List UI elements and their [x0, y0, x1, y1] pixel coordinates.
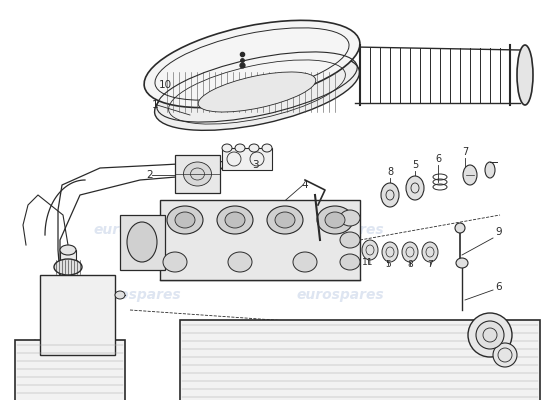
Ellipse shape — [222, 144, 232, 152]
Text: 6: 6 — [495, 282, 502, 292]
Ellipse shape — [293, 252, 317, 272]
Bar — [15, 340, 125, 400]
Text: 5: 5 — [385, 260, 391, 269]
Text: 7: 7 — [427, 260, 433, 269]
Ellipse shape — [455, 223, 465, 233]
Bar — [120, 215, 165, 270]
Ellipse shape — [463, 165, 477, 185]
Ellipse shape — [362, 240, 378, 260]
Ellipse shape — [493, 343, 517, 367]
Ellipse shape — [340, 210, 360, 226]
Ellipse shape — [167, 206, 203, 234]
Text: 6: 6 — [435, 154, 441, 164]
Ellipse shape — [340, 232, 360, 248]
Ellipse shape — [325, 212, 345, 228]
Bar — [180, 320, 540, 400]
Ellipse shape — [402, 242, 418, 262]
Ellipse shape — [468, 313, 512, 357]
Ellipse shape — [217, 206, 253, 234]
Ellipse shape — [198, 72, 316, 112]
Text: eurospares: eurospares — [296, 223, 384, 237]
Ellipse shape — [317, 206, 353, 234]
Text: 5: 5 — [412, 160, 418, 170]
Ellipse shape — [175, 212, 195, 228]
Bar — [222, 148, 272, 170]
Ellipse shape — [422, 242, 438, 262]
Text: 10: 10 — [158, 80, 172, 90]
Ellipse shape — [127, 222, 157, 262]
Text: 11: 11 — [362, 258, 374, 267]
Ellipse shape — [406, 176, 424, 200]
Ellipse shape — [249, 144, 259, 152]
Ellipse shape — [155, 54, 360, 130]
Bar — [40, 275, 115, 355]
Bar — [175, 155, 220, 193]
Ellipse shape — [381, 183, 399, 207]
Bar — [160, 200, 360, 280]
Text: 9: 9 — [495, 227, 502, 237]
Text: 2: 2 — [147, 170, 153, 180]
Ellipse shape — [225, 212, 245, 228]
Text: 3: 3 — [252, 160, 258, 170]
Ellipse shape — [476, 321, 504, 349]
Ellipse shape — [267, 206, 303, 234]
Ellipse shape — [235, 144, 245, 152]
Ellipse shape — [485, 162, 495, 178]
Text: 8: 8 — [407, 260, 413, 269]
Text: eurospares: eurospares — [296, 288, 384, 302]
Ellipse shape — [456, 258, 468, 268]
Ellipse shape — [163, 252, 187, 272]
Ellipse shape — [262, 144, 272, 152]
Ellipse shape — [340, 254, 360, 270]
Ellipse shape — [144, 20, 360, 108]
Text: 7: 7 — [462, 147, 468, 157]
Bar — [60, 250, 76, 270]
Text: 8: 8 — [387, 167, 393, 177]
Text: eurospares: eurospares — [93, 288, 181, 302]
Ellipse shape — [184, 162, 212, 186]
Ellipse shape — [228, 252, 252, 272]
Ellipse shape — [382, 242, 398, 262]
Ellipse shape — [275, 212, 295, 228]
Ellipse shape — [54, 259, 82, 275]
Text: 4: 4 — [302, 180, 309, 190]
Ellipse shape — [60, 245, 76, 255]
Ellipse shape — [517, 45, 533, 105]
Text: 1: 1 — [152, 100, 158, 110]
Ellipse shape — [115, 291, 125, 299]
Text: eurospares: eurospares — [93, 223, 181, 237]
